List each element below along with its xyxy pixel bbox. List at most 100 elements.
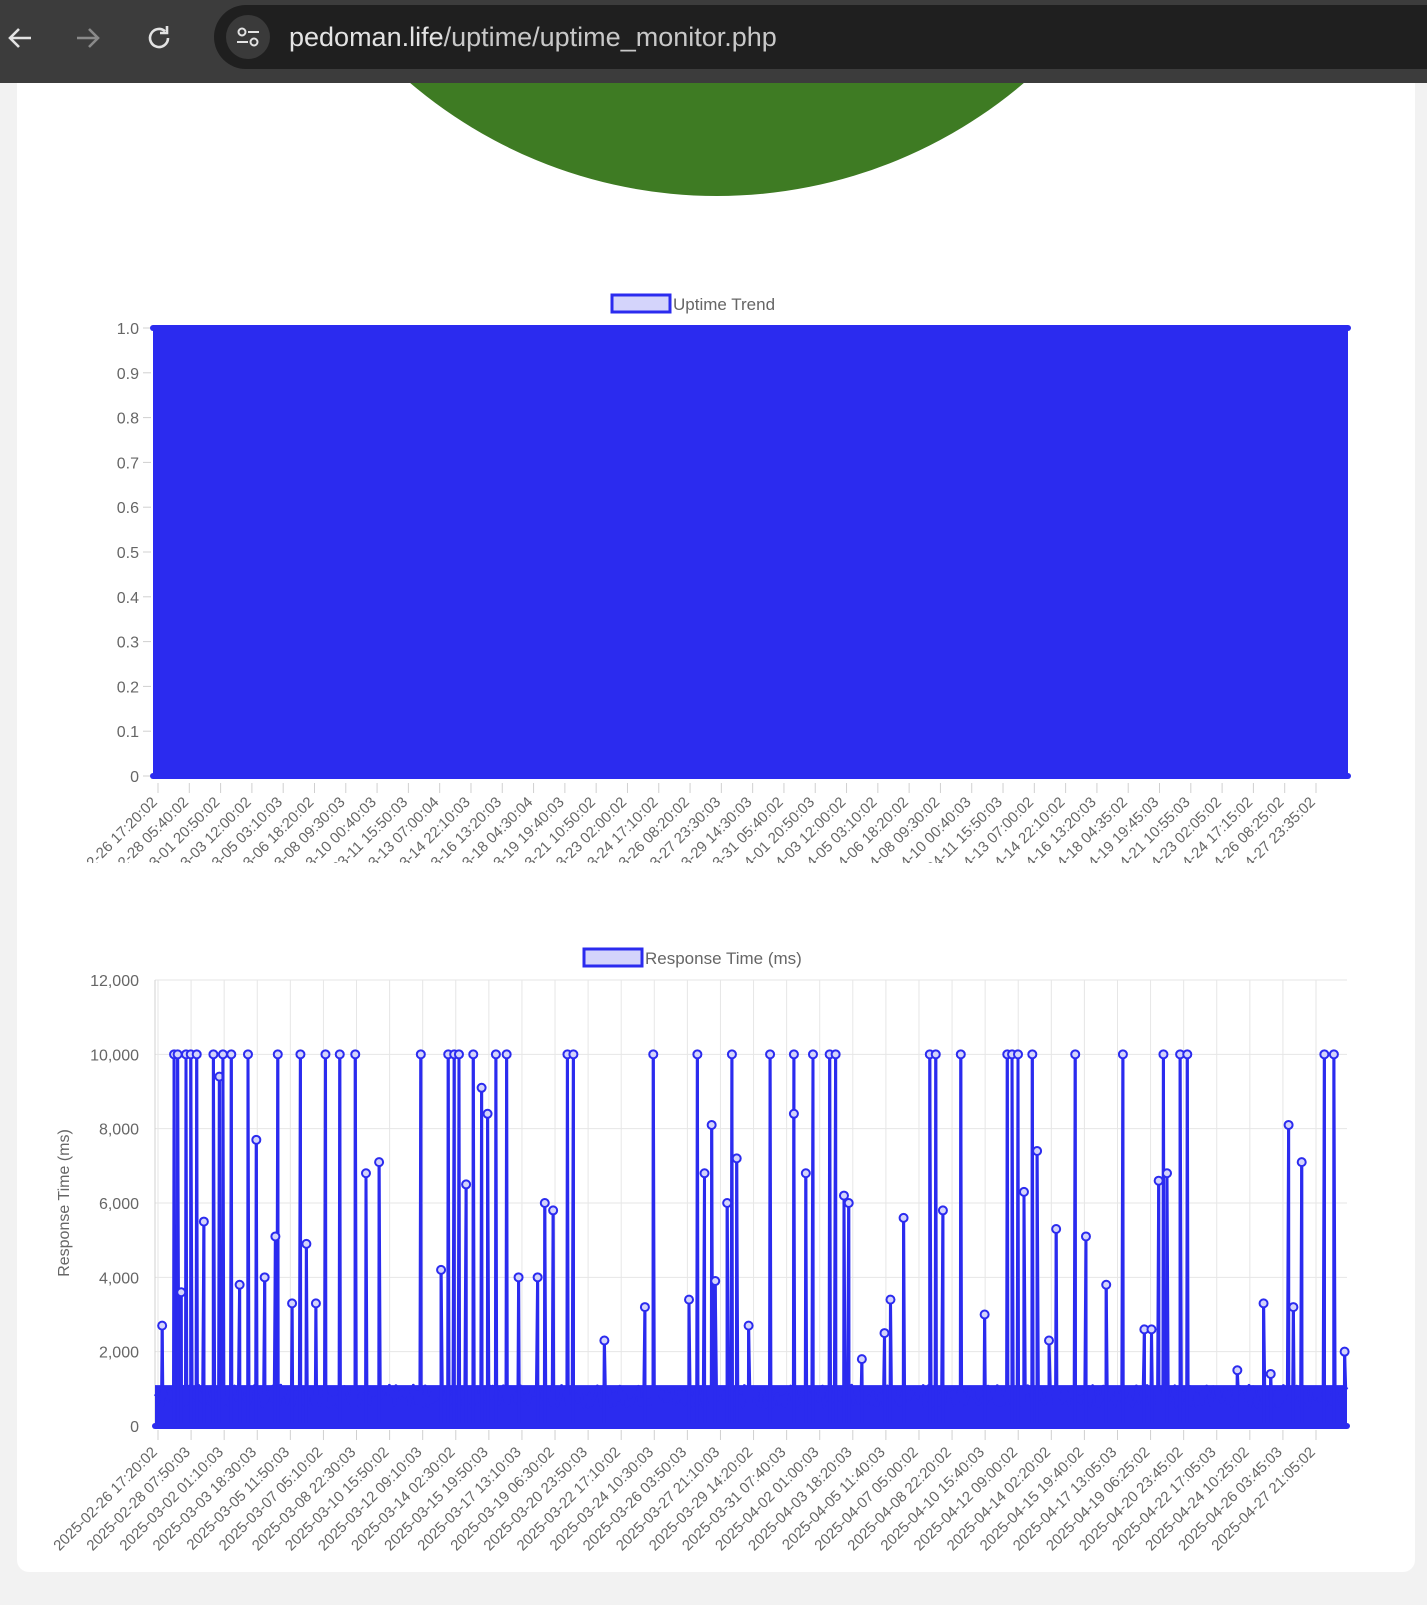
response-point	[1158, 1049, 1169, 1060]
response-point	[476, 1082, 487, 1093]
response-point	[226, 1049, 237, 1060]
response-point	[217, 1049, 228, 1060]
y-tick-label: 0	[130, 1419, 139, 1436]
response-point	[722, 1198, 733, 1208]
response-point	[242, 1049, 253, 1060]
y-tick-label: 8,000	[99, 1122, 139, 1139]
y-tick-label: 0.2	[117, 679, 139, 696]
y-tick-label: 2,000	[99, 1345, 139, 1362]
response-point	[1182, 1049, 1193, 1060]
response-point	[1027, 1049, 1038, 1060]
response-point	[1232, 1365, 1243, 1376]
response-point	[468, 1049, 479, 1060]
response-point	[350, 1049, 361, 1060]
response-point	[885, 1294, 896, 1305]
y-tick-label: 0.9	[117, 366, 139, 383]
response-point	[1265, 1368, 1276, 1379]
y-tick-label: 0.7	[117, 455, 139, 472]
response-point	[765, 1049, 776, 1060]
response-point	[172, 1049, 183, 1060]
response-point	[234, 1279, 245, 1290]
y-tick-label: 4,000	[99, 1270, 139, 1287]
response-point	[490, 1049, 501, 1060]
response-point	[453, 1049, 464, 1060]
response-point	[157, 1320, 168, 1331]
site-info-icon[interactable]	[226, 15, 270, 59]
response-point	[415, 1049, 426, 1060]
uptime-area	[153, 328, 1348, 776]
response-point	[1328, 1049, 1339, 1060]
response-point	[879, 1328, 890, 1339]
response-point	[937, 1205, 948, 1216]
response-point	[1319, 1049, 1330, 1060]
y-tick-label: 0.4	[117, 590, 139, 607]
response-point	[726, 1049, 737, 1060]
response-point	[532, 1272, 543, 1283]
response-point	[898, 1212, 909, 1223]
response-point	[259, 1272, 270, 1283]
response-point	[1258, 1298, 1269, 1309]
back-arrow-icon[interactable]	[0, 18, 40, 58]
response-point	[270, 1231, 281, 1242]
response-point	[856, 1354, 867, 1365]
y-tick-label: 0.6	[117, 500, 139, 517]
response-legend-label: Response Time (ms)	[645, 949, 802, 968]
response-point	[1032, 1145, 1043, 1156]
content-card: Uptime Trend 0 0.1 0.2 0.3 0.4 0.5 0.6 0.7 0.8 0.9…	[17, 83, 1415, 1572]
response-point	[699, 1168, 710, 1179]
response-point	[1044, 1335, 1054, 1346]
y-tick-label: 1.0	[117, 321, 139, 338]
response-point	[1101, 1279, 1112, 1290]
response-point	[731, 1153, 742, 1164]
response-point	[1153, 1175, 1164, 1186]
response-point	[830, 1049, 841, 1060]
url-text[interactable]: pedoman.life/uptime/uptime_monitor.php	[289, 22, 777, 53]
response-point	[955, 1049, 966, 1060]
response-point	[513, 1272, 524, 1283]
response-point	[1117, 1049, 1128, 1060]
response-point	[208, 1049, 219, 1060]
response-point	[310, 1298, 321, 1309]
browser-toolbar: pedoman.life/uptime/uptime_monitor.php	[0, 0, 1427, 83]
response-point	[568, 1049, 579, 1060]
pie-chart	[410, 83, 1024, 196]
response-point	[710, 1276, 721, 1287]
response-point	[272, 1049, 283, 1060]
y-axis-title: Response Time (ms)	[56, 1129, 73, 1277]
response-point	[320, 1049, 331, 1060]
response-legend-swatch	[582, 947, 644, 968]
response-point	[684, 1294, 695, 1305]
response-point	[648, 1049, 659, 1060]
response-point	[334, 1049, 345, 1060]
response-point	[1296, 1157, 1307, 1168]
address-bar[interactable]: pedoman.life/uptime/uptime_monitor.php	[214, 5, 1427, 69]
y-tick-label: 6,000	[99, 1196, 139, 1213]
y-tick-label: 0.8	[117, 411, 139, 428]
reload-icon[interactable]	[139, 18, 179, 58]
response-point	[548, 1205, 559, 1216]
response-point	[930, 1049, 941, 1060]
response-point	[692, 1049, 703, 1060]
response-point	[599, 1335, 610, 1346]
response-point	[1162, 1168, 1173, 1179]
response-point	[539, 1198, 550, 1208]
response-point	[1146, 1324, 1157, 1335]
y-tick-label: 12,000	[90, 973, 139, 990]
response-point	[788, 1108, 799, 1119]
response-point	[807, 1049, 818, 1060]
forward-arrow-icon[interactable]	[68, 18, 108, 58]
url-path: /uptime/uptime_monitor.php	[443, 22, 777, 52]
response-point	[1339, 1346, 1350, 1357]
uptime-legend-swatch	[610, 293, 672, 314]
response-point	[743, 1320, 754, 1331]
y-tick-label: 10,000	[90, 1047, 139, 1064]
response-point	[374, 1157, 385, 1168]
response-point	[1018, 1186, 1029, 1197]
response-point	[979, 1309, 990, 1320]
response-point	[1080, 1231, 1091, 1242]
response-point	[501, 1049, 512, 1060]
response-point	[1051, 1224, 1062, 1235]
response-point	[1013, 1049, 1024, 1060]
response-point	[1283, 1119, 1294, 1130]
response-point	[706, 1119, 717, 1130]
